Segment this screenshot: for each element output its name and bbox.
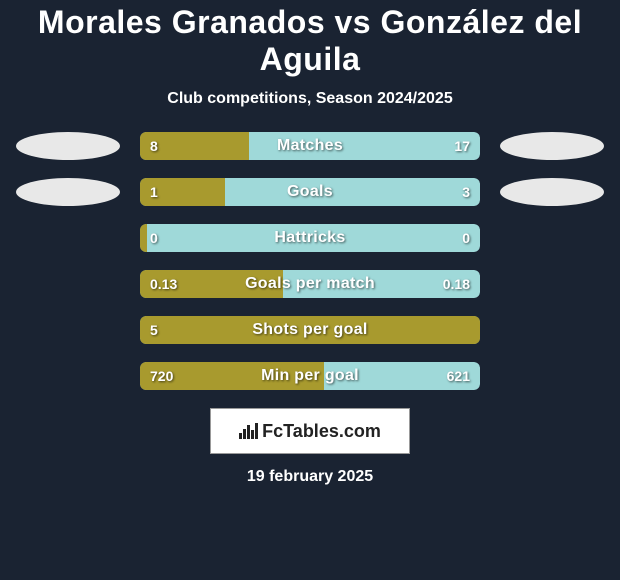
stat-bar: 13Goals: [140, 178, 480, 206]
stat-bar: 0.130.18Goals per match: [140, 270, 480, 298]
stat-row: 00Hattricks: [0, 224, 620, 252]
date-label: 19 february 2025: [0, 468, 620, 486]
stat-row: 720621Min per goal: [0, 362, 620, 390]
stat-label: Shots per goal: [140, 316, 480, 344]
comparison-widget: Morales Granados vs González del Aguila …: [0, 0, 620, 486]
stat-bar: 720621Min per goal: [140, 362, 480, 390]
stat-label: Min per goal: [140, 362, 480, 390]
stat-label: Goals per match: [140, 270, 480, 298]
logo-text: FcTables.com: [262, 421, 381, 442]
stat-label: Goals: [140, 178, 480, 206]
page-title: Morales Granados vs González del Aguila: [0, 4, 620, 78]
stat-row: 13Goals: [0, 178, 620, 206]
stat-row: 817Matches: [0, 132, 620, 160]
stat-row: 5Shots per goal: [0, 316, 620, 344]
avatar-right: [500, 132, 604, 160]
avatar-left: [16, 132, 120, 160]
barchart-icon: [239, 423, 258, 439]
stat-label: Hattricks: [140, 224, 480, 252]
stat-bar: 5Shots per goal: [140, 316, 480, 344]
stat-label: Matches: [140, 132, 480, 160]
logo: FcTables.com: [239, 421, 381, 442]
avatar-left: [16, 178, 120, 206]
logo-box[interactable]: FcTables.com: [210, 408, 410, 454]
stat-row: 0.130.18Goals per match: [0, 270, 620, 298]
stat-rows: 817Matches 13Goals 00Hattricks 0.130.18Goal…: [0, 132, 620, 390]
avatar-right: [500, 178, 604, 206]
stat-bar: 817Matches: [140, 132, 480, 160]
subtitle: Club competitions, Season 2024/2025: [0, 90, 620, 108]
stat-bar: 00Hattricks: [140, 224, 480, 252]
